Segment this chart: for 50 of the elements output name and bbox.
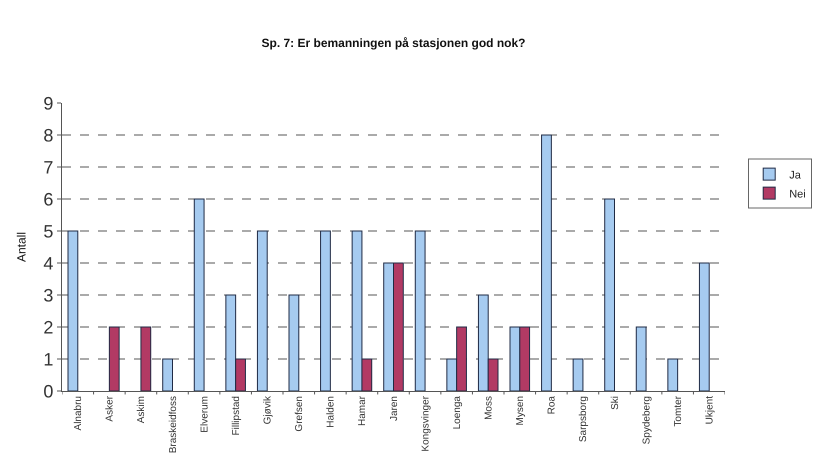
y-tick-label: 8 <box>43 125 54 146</box>
y-tick-label: 1 <box>43 349 54 370</box>
bar <box>541 134 552 391</box>
x-tick-label: Kongsvinger <box>420 395 432 452</box>
x-tick-label: Hamar <box>357 395 368 426</box>
x-tick-label: Gjøvik <box>262 395 274 424</box>
x-tick-label: Roa <box>546 396 558 414</box>
bar <box>140 326 152 391</box>
legend-label: Ja <box>789 169 802 182</box>
x-tick-label: Halden <box>326 396 337 428</box>
bar <box>256 230 268 391</box>
x-tick-label: Elverum <box>199 396 210 433</box>
bar <box>572 358 584 391</box>
chart-title: Sp. 7: Er bemanningen på stasjonen god nok? <box>261 36 526 50</box>
x-tick-label: Alnabru <box>73 396 84 430</box>
x-tick-label: Moss <box>483 396 494 420</box>
y-tick-label: 2 <box>43 317 54 338</box>
y-tick-label: 3 <box>43 285 54 306</box>
x-tick-label: Braskeidfoss <box>168 396 179 454</box>
x-tick-label: Askim <box>136 396 148 424</box>
bar <box>108 326 120 391</box>
y-axis-title: Antall <box>14 232 29 262</box>
y-tick-label: 0 <box>43 381 54 402</box>
x-tick-label: Jaren <box>388 396 400 422</box>
y-tick-label: 9 <box>43 93 54 114</box>
x-tick-label: Ukjent <box>704 396 716 424</box>
x-tick-label: Mysen <box>515 396 526 426</box>
x-tick-label: Asker <box>104 395 116 422</box>
legend-label: Nei <box>789 188 806 200</box>
bar <box>604 198 615 391</box>
bar <box>68 230 78 391</box>
bar <box>288 294 300 391</box>
y-tick-label: 6 <box>43 189 54 210</box>
bar <box>667 358 678 391</box>
x-tick-label: Ski <box>610 396 621 410</box>
x-tick-label: Sarpsborg <box>578 396 590 442</box>
bar <box>636 326 647 391</box>
bar <box>698 262 710 391</box>
bar <box>414 230 426 391</box>
x-tick-label: Fillipstad <box>230 396 242 436</box>
bar <box>162 358 173 391</box>
bar <box>320 230 331 391</box>
x-tick-label: Spydeberg <box>641 396 652 444</box>
x-tick-label: Tomter <box>672 395 684 427</box>
bar <box>194 198 205 391</box>
x-tick-label: Loenga <box>452 396 463 430</box>
y-tick-label: 5 <box>43 221 54 242</box>
y-tick-label: 4 <box>43 253 54 274</box>
x-tick-label: Grefsen <box>294 396 306 432</box>
y-tick-label: 7 <box>43 157 54 178</box>
